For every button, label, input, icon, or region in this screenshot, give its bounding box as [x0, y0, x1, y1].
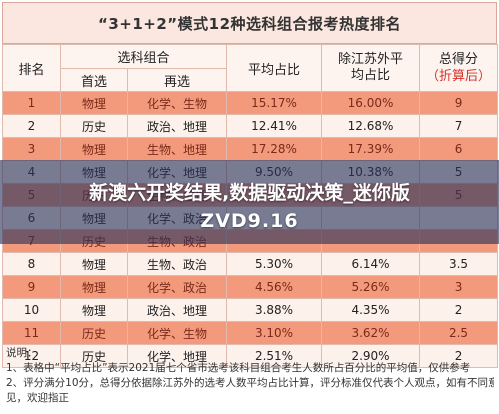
- cell-first: 物理: [60, 275, 128, 299]
- table-row: 12 历史 化学、地理 2.51% 2.90% 2: [2, 344, 499, 368]
- cell-second: 化学、生物: [126, 321, 228, 345]
- cell-rank: 8: [2, 252, 61, 276]
- overlay-banner: [0, 160, 499, 244]
- cell-rank: 3: [2, 137, 61, 161]
- notes: 说明： 1、表格中“平均占比”表示2021届七个省市选考该科目组合考生人数所占百…: [6, 346, 494, 406]
- cell-rank: 9: [2, 275, 61, 299]
- header-group: 选科组合: [59, 44, 228, 69]
- cell-first: 历史: [60, 344, 128, 368]
- cell-avg: 3.10%: [226, 321, 323, 345]
- cell-score: 6: [419, 137, 499, 161]
- cell-suzhou: 6.14%: [321, 252, 421, 276]
- cell-second: 化学、政治: [126, 275, 228, 299]
- header-score-note: （折算后）: [426, 69, 492, 84]
- cell-suzhou: 4.35%: [321, 298, 421, 322]
- cell-second: 化学、生物: [126, 91, 228, 115]
- cell-second: 生物、地理: [126, 137, 228, 161]
- header-suzhou: 除江苏外平均占比: [321, 44, 421, 92]
- header-score-label: 总得分: [439, 52, 479, 67]
- header-avg: 平均占比: [226, 44, 323, 92]
- header-suzhou-text: 除江苏外平均占比: [338, 52, 404, 83]
- cell-suzhou: 3.62%: [321, 321, 421, 345]
- banner-subtitle: ZVD9.16: [200, 210, 299, 232]
- header-score: 总得分 （折算后）: [419, 44, 499, 92]
- cell-avg: 4.56%: [226, 275, 323, 299]
- cell-first: 物理: [60, 298, 128, 322]
- cell-score: 7: [419, 114, 499, 138]
- cell-score: 2.5: [419, 321, 499, 345]
- cell-avg: 17.28%: [226, 137, 323, 161]
- cell-rank: 2: [2, 114, 61, 138]
- cell-first: 物理: [60, 252, 128, 276]
- cell-second: 政治、地理: [126, 114, 228, 138]
- cell-rank: 11: [2, 321, 61, 345]
- notes-label: 说明：: [6, 347, 38, 359]
- table-row: 8 物理 生物、政治 5.30% 6.14% 3.5: [2, 252, 499, 276]
- table-row: 9 物理 化学、政治 4.56% 5.26% 3: [2, 275, 499, 299]
- table-row: 10 物理 政治、地理 3.88% 4.35% 2: [2, 298, 499, 322]
- table-title: “3+1+2”模式12种选科组合报考热度排名: [2, 2, 497, 44]
- cell-avg: 5.30%: [226, 252, 323, 276]
- cell-score: 3: [419, 275, 499, 299]
- cell-suzhou: 16.00%: [321, 91, 421, 115]
- notes-line-2: 2、评分满分10分，总得分依据除江苏外的选考人数平均占比计算，评分标准仅代表个人…: [6, 377, 494, 389]
- cell-suzhou: 5.26%: [321, 275, 421, 299]
- header-first: 首选: [60, 68, 128, 92]
- cell-second: 化学、地理: [126, 344, 228, 368]
- cell-first: 历史: [60, 114, 128, 138]
- header-second: 再选: [126, 68, 228, 92]
- cell-avg: 12.41%: [226, 114, 323, 138]
- cell-avg: 3.88%: [226, 298, 323, 322]
- cell-first: 物理: [60, 91, 128, 115]
- notes-line-3: 见，欢迎指正: [6, 392, 69, 404]
- table-row: 1 物理 化学、生物 15.17% 16.00% 9: [2, 91, 499, 115]
- cell-score: 2: [419, 344, 499, 368]
- cell-first: 历史: [60, 321, 128, 345]
- table-row: 3 物理 生物、地理 17.28% 17.39% 6: [2, 137, 499, 161]
- table-row: 11 历史 化学、生物 3.10% 3.62% 2.5: [2, 321, 499, 345]
- cell-score: 9: [419, 91, 499, 115]
- cell-rank: 10: [2, 298, 61, 322]
- notes-line-1: 1、表格中“平均占比”表示2021届七个省市选考该科目组合考生人数所占百分比的平…: [6, 362, 471, 374]
- banner-title: 新澳六开奖结果,数据驱动决策_迷你版: [89, 182, 410, 204]
- cell-score: 3.5: [419, 252, 499, 276]
- cell-score: 2: [419, 298, 499, 322]
- cell-rank: 1: [2, 91, 61, 115]
- cell-second: 生物、政治: [126, 252, 228, 276]
- header-rank: 排名: [2, 44, 61, 92]
- cell-rank: 12: [2, 344, 61, 368]
- cell-avg: 2.51%: [226, 344, 323, 368]
- cell-second: 政治、地理: [126, 298, 228, 322]
- cell-avg: 15.17%: [226, 91, 323, 115]
- cell-suzhou: 12.68%: [321, 114, 421, 138]
- cell-first: 物理: [60, 137, 128, 161]
- cell-suzhou: 2.90%: [321, 344, 421, 368]
- table-row: 2 历史 政治、地理 12.41% 12.68% 7: [2, 114, 499, 138]
- cell-suzhou: 17.39%: [321, 137, 421, 161]
